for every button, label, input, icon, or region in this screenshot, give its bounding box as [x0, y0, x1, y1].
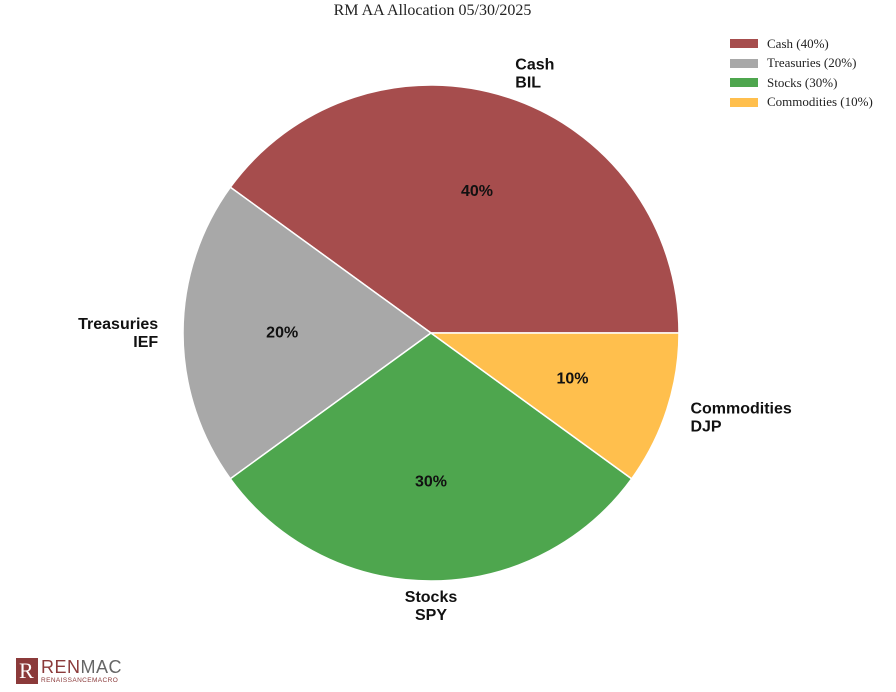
slice-label-commodities: Commodities DJP	[690, 400, 791, 435]
slice-label-line: BIL	[515, 75, 541, 92]
legend-label: Stocks (30%)	[767, 74, 838, 90]
logo-wordmark: RENMAC	[41, 657, 123, 677]
logo-subtitle: RENAISSANCEMACRO	[41, 677, 119, 684]
percent-labels: 40% 20% 30% 10%	[266, 183, 588, 490]
slice-labels: Cash BIL Treasuries IEF Stocks SPY Commodities…	[78, 57, 792, 624]
slice-label-stocks: Stocks SPY	[405, 589, 458, 624]
pie-slice-commodities	[428, 332, 680, 480]
slice-label-line: SPY	[415, 607, 447, 624]
chart-title: RM AA Allocation 05/30/2025	[333, 2, 532, 19]
percent-label-commodities: 10%	[557, 370, 589, 387]
pie-slice-stocks	[229, 332, 633, 582]
renmac-logo: R RENMAC RENAISSANCEMACRO	[16, 658, 122, 684]
pie-slice-cash	[229, 84, 680, 334]
slices	[182, 84, 680, 582]
slice-label-treasuries: Treasuries IEF	[78, 316, 158, 351]
slice-label-line: Treasuries	[78, 316, 158, 333]
slice-label-line: DJP	[690, 418, 721, 435]
percent-label-stocks: 30%	[415, 473, 447, 490]
pie-slice-treasuries	[182, 186, 433, 480]
slice-label-line: Commodities	[690, 400, 791, 417]
legend-label: Treasuries (20%)	[767, 55, 857, 71]
logo-mark: R	[16, 658, 38, 684]
percent-label-cash: 40%	[461, 183, 493, 200]
legend-item-treasuries: Treasuries (20%)	[730, 54, 873, 74]
legend-item-stocks: Stocks (30%)	[730, 73, 873, 93]
legend-item-commodities: Commodities (10%)	[730, 93, 873, 113]
legend: Cash (40%) Treasuries (20%) Stocks (30%)…	[730, 34, 873, 112]
slice-label-line: Stocks	[405, 589, 458, 606]
percent-label-treasuries: 20%	[266, 325, 298, 342]
legend-swatch	[730, 58, 758, 68]
legend-label: Cash (40%)	[767, 35, 829, 51]
legend-item-cash: Cash (40%)	[730, 34, 873, 54]
slice-label-line: Cash	[515, 57, 554, 74]
legend-swatch	[730, 78, 758, 88]
legend-label: Commodities (10%)	[767, 94, 873, 110]
slice-label-cash: Cash BIL	[515, 57, 554, 92]
legend-swatch	[730, 39, 758, 49]
slice-label-line: IEF	[133, 334, 158, 351]
legend-swatch	[730, 97, 758, 107]
